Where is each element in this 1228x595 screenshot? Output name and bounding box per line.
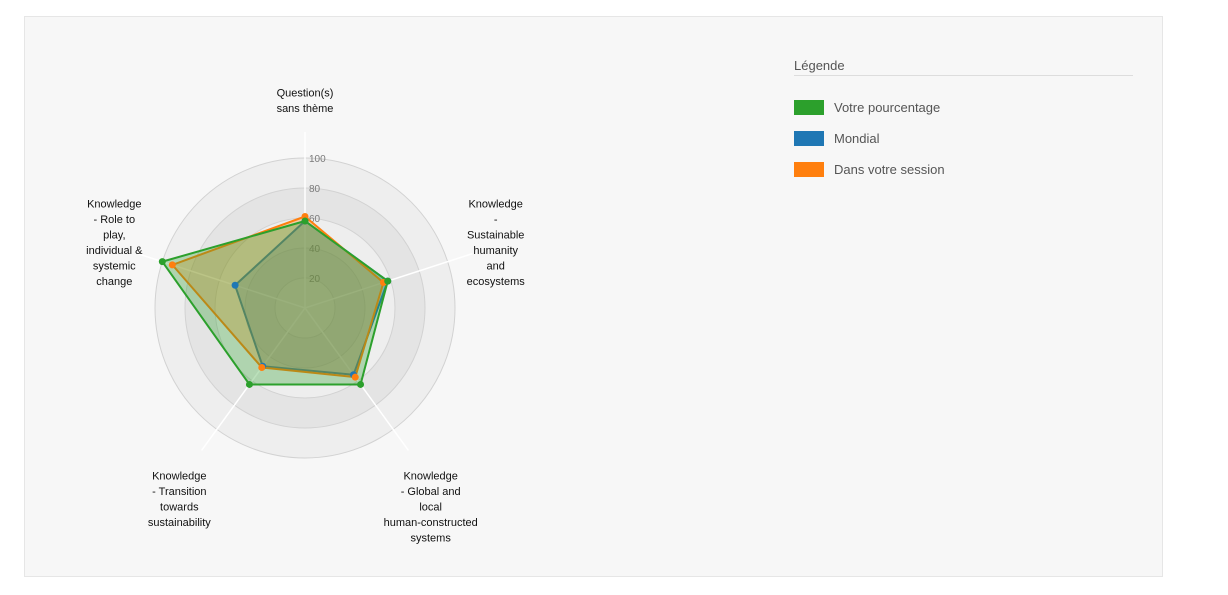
- legend-title: Légende: [794, 58, 1133, 76]
- axis-label: Knowledge - Global and local human-construc…: [384, 471, 478, 545]
- axis-label-line: - Role to: [94, 214, 136, 226]
- data-point: [357, 380, 365, 388]
- axis-label-line: sustainability: [148, 517, 211, 529]
- axis-label-line: Question(s): [277, 88, 334, 100]
- axis-label-line: Knowledge: [403, 471, 457, 483]
- legend-item-dans-votre-session[interactable]: Dans votre session: [794, 154, 1133, 185]
- axis-label-line: change: [96, 276, 132, 288]
- data-point: [384, 277, 392, 285]
- axis-label-line: - Global and: [401, 486, 461, 498]
- series-area: [161, 220, 389, 386]
- axis-label-line: - Transition: [152, 486, 206, 498]
- axis-label-line: sans thème: [277, 103, 334, 115]
- data-point: [245, 380, 253, 388]
- legend-label: Dans votre session: [834, 162, 945, 177]
- data-point: [158, 258, 166, 266]
- axis-label-line: towards: [160, 502, 199, 514]
- axis-label-line: ecosystems: [467, 276, 526, 288]
- axis-label-line: systemic: [93, 261, 136, 273]
- data-point: [351, 373, 359, 381]
- legend-swatch: [794, 100, 824, 115]
- legend: Légende Votre pourcentage Mondial Dans v…: [794, 58, 1133, 185]
- axis-label: Knowledge - Sustainable humanity and ecosyste…: [467, 199, 526, 289]
- axis-spoke: [200, 307, 306, 451]
- data-point: [168, 261, 176, 269]
- legend-label: Votre pourcentage: [834, 100, 941, 115]
- axis-label-line: Knowledge: [468, 199, 522, 211]
- axis-label-line: Knowledge: [152, 471, 206, 483]
- tick-label: 80: [309, 184, 321, 195]
- legend-item-mondial[interactable]: Mondial: [794, 123, 1133, 154]
- tick-label: 20: [309, 274, 321, 285]
- axis-label-line: systems: [411, 533, 452, 545]
- axis-label-line: human-constructed: [384, 517, 478, 529]
- axis-label-line: and: [487, 261, 505, 273]
- legend-label: Mondial: [834, 131, 880, 146]
- tick-label: 100: [309, 154, 326, 165]
- axis-label: Knowledge - Role to play, individual & syste…: [86, 199, 143, 289]
- data-point: [301, 217, 309, 225]
- axis-label-line: -: [494, 214, 498, 226]
- legend-swatch: [794, 131, 824, 146]
- tick-label: 60: [309, 214, 321, 225]
- radar-chart: 20 40 60 80 100 Question(s) sans thème Knowledg…: [86, 88, 526, 545]
- data-point: [258, 363, 266, 371]
- axis-label-line: individual &: [86, 245, 143, 257]
- data-point: [231, 281, 239, 289]
- legend-swatch: [794, 162, 824, 177]
- legend-item-votre-pourcentage[interactable]: Votre pourcentage: [794, 92, 1133, 123]
- axis-label-line: humanity: [473, 245, 518, 257]
- axis-label-line: Knowledge: [87, 199, 141, 211]
- axis-label-line: play,: [103, 230, 125, 242]
- axis-label-line: Sustainable: [467, 230, 525, 242]
- tick-label: 40: [309, 244, 321, 255]
- series-area: [171, 215, 385, 379]
- axis-label-line: local: [419, 502, 442, 514]
- chart-panel: 20 40 60 80 100 Question(s) sans thème Knowledg…: [24, 16, 1163, 577]
- axis-label: Knowledge - Transition towards sustainabili…: [148, 471, 211, 530]
- axis-label: Question(s) sans thème: [277, 88, 334, 116]
